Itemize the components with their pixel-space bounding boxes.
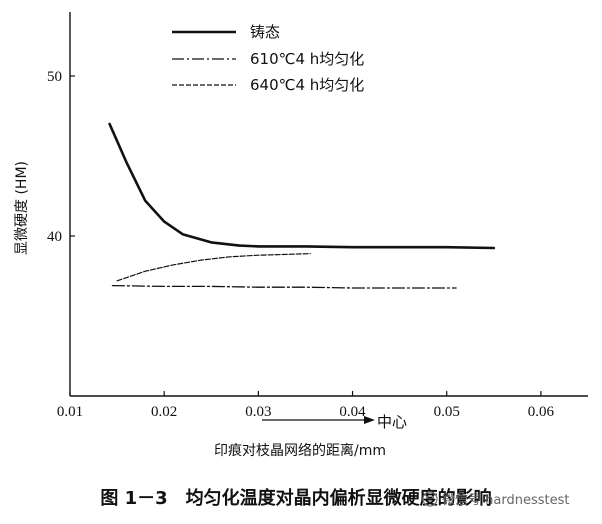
x-ticks: 0.01 0.02 0.03 0.04 0.05 0.06 [57, 391, 555, 420]
y-tick-label: 50 [47, 69, 62, 85]
watermark-text: 微信号 hardnesstest [442, 493, 569, 508]
x-tick-label: 0.03 [245, 404, 271, 420]
y-tick-label: 40 [47, 229, 62, 245]
figure-caption: 图 1－3 均匀化温度对晶内偏析显微硬度的影响 [100, 487, 491, 509]
watermark: 微信号 hardnesstest [422, 491, 569, 508]
legend-label-0: 铸态 [250, 23, 280, 41]
x-axis-label: 印痕对枝晶网络的距离/mm [214, 442, 386, 459]
legend-label-2: 640℃4 h均匀化 [250, 76, 364, 94]
series-layer [108, 122, 496, 289]
series-line-2 [116, 253, 311, 282]
center-label: 中心 [377, 413, 407, 431]
legend: 铸态 610℃4 h均匀化 640℃4 h均匀化 [172, 23, 364, 94]
x-tick-label: 0.02 [151, 404, 177, 420]
y-axis-label: 显微硬度 (HM) [14, 161, 30, 255]
x-tick-label: 0.01 [57, 404, 83, 420]
series-line-1 [111, 284, 457, 289]
x-tick-label: 0.06 [528, 404, 555, 420]
y-ticks: 40 50 [47, 69, 75, 245]
legend-label-1: 610℃4 h均匀化 [250, 50, 364, 68]
series-line-0 [108, 122, 496, 250]
x-tick-label: 0.04 [339, 404, 366, 420]
x-tick-label: 0.05 [434, 404, 460, 420]
wechat-icon [422, 491, 438, 507]
center-arrow: 中心 [262, 413, 407, 431]
